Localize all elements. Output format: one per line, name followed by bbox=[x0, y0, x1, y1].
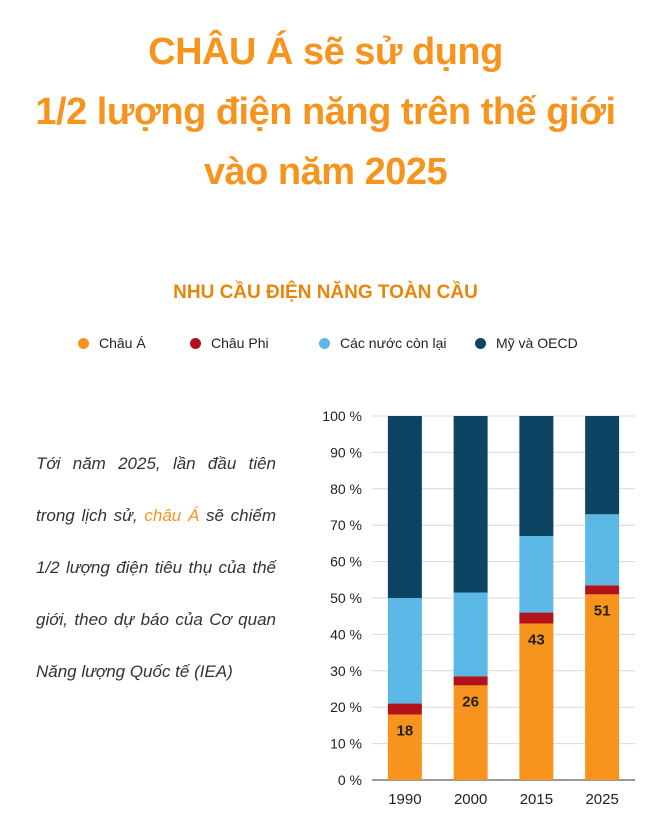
x-tick-label: 1990 bbox=[388, 791, 421, 808]
y-tick-label: 60 % bbox=[330, 554, 362, 570]
note-text: Tới năm 2025, lần đầu tiên trong lịch sử… bbox=[36, 438, 276, 698]
bar-segment bbox=[519, 623, 554, 780]
note-text-after: sẽ chiếm 1/2 lượng điện tiêu thụ của thế… bbox=[36, 506, 276, 681]
bar-segment bbox=[585, 416, 620, 515]
data-label: 26 bbox=[462, 693, 479, 710]
bar-segment bbox=[519, 416, 554, 537]
legend-item-others: Các nước còn lại bbox=[319, 335, 446, 351]
y-tick-label: 0 % bbox=[338, 772, 362, 788]
x-tick-label: 2000 bbox=[454, 791, 487, 808]
bar-segment bbox=[453, 685, 488, 780]
bar-segment bbox=[585, 594, 620, 780]
bar-segment bbox=[387, 703, 422, 715]
y-tick-label: 30 % bbox=[330, 663, 362, 679]
legend-dot-usa-oecd bbox=[475, 337, 486, 349]
data-label: 18 bbox=[397, 722, 414, 739]
bar-segment bbox=[453, 416, 488, 593]
y-tick-label: 90 % bbox=[330, 444, 362, 460]
y-tick-label: 50 % bbox=[330, 590, 362, 606]
legend-dot-others bbox=[319, 337, 330, 349]
page-title: CHÂU Á sẽ sử dụng 1/2 lượng điện năng tr… bbox=[0, 22, 651, 202]
bar-segment bbox=[387, 416, 422, 598]
data-label: 51 bbox=[594, 602, 611, 619]
x-tick-label: 2015 bbox=[520, 791, 553, 808]
legend-label-others: Các nước còn lại bbox=[340, 335, 447, 351]
legend-dot-africa bbox=[190, 337, 201, 349]
bar-segment bbox=[519, 536, 554, 613]
bar-segment bbox=[585, 514, 620, 586]
legend-item-africa: Châu Phi bbox=[190, 335, 269, 351]
bar-segment bbox=[519, 612, 554, 624]
y-tick-label: 20 % bbox=[330, 699, 362, 715]
legend-item-asia: Châu Á bbox=[78, 335, 146, 351]
y-tick-label: 80 % bbox=[330, 481, 362, 497]
y-tick-label: 10 % bbox=[330, 736, 362, 752]
title-line-3: vào năm 2025 bbox=[203, 151, 448, 193]
data-label: 43 bbox=[528, 631, 545, 648]
title-line-2: 1/2 lượng điện năng trên thế giới bbox=[35, 91, 616, 133]
legend-dot-asia bbox=[78, 337, 89, 349]
bar-segment bbox=[387, 598, 422, 704]
legend-label-africa: Châu Phi bbox=[211, 335, 269, 351]
chart-title: NHU CẦU ĐIỆN NĂNG TOÀN CẦU bbox=[173, 282, 478, 303]
y-tick-label: 40 % bbox=[330, 626, 362, 642]
chart-legend: Châu Á Châu Phi Các nước còn lại Mỹ và O… bbox=[0, 335, 651, 355]
legend-item-usa-oecd: Mỹ và OECD bbox=[475, 335, 578, 351]
note-highlight: châu Á bbox=[144, 506, 200, 525]
legend-label-usa-oecd: Mỹ và OECD bbox=[496, 335, 578, 351]
bar-segment bbox=[453, 592, 488, 677]
title-line-1: CHÂU Á sẽ sử dụng bbox=[148, 31, 503, 73]
stacked-bar-chart: 0 % 10 % 20 % 30 % 40 % 50 % 60 % 70 % 80 % 90 % 1… bbox=[322, 408, 635, 808]
y-tick-label: 70 % bbox=[330, 517, 362, 533]
legend-label-asia: Châu Á bbox=[99, 335, 146, 351]
x-tick-label: 2025 bbox=[585, 791, 618, 808]
bar-segment bbox=[585, 585, 620, 595]
y-tick-label: 100 % bbox=[322, 408, 362, 424]
bar-segment bbox=[453, 676, 488, 686]
note-text-before: Tới năm 2025, lần đầu tiên trong lịch sử… bbox=[36, 454, 276, 525]
bar-segment bbox=[387, 714, 422, 780]
